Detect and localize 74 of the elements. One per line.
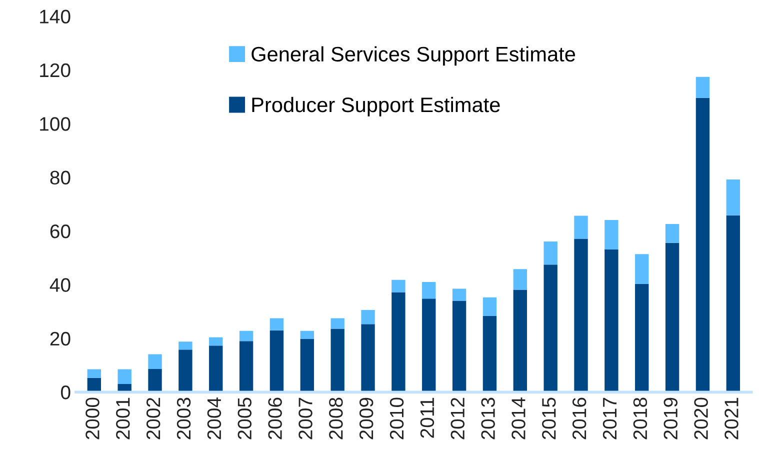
bar (574, 216, 588, 239)
x-tick-label: 2007 (298, 398, 312, 440)
bar (604, 250, 618, 392)
bar (696, 76, 710, 98)
bar (300, 338, 314, 392)
y-tick-label: 0 (60, 386, 70, 400)
bar (392, 292, 406, 392)
x-tick-label: 2017 (602, 398, 617, 440)
x-tick-label: 2005 (238, 398, 252, 440)
x-tick-label: 2018 (633, 398, 648, 440)
y-tick-label: 20 (50, 332, 70, 346)
bar (148, 354, 162, 369)
y-tick-label: 60 (50, 224, 70, 238)
x-tick-label: 2001 (116, 398, 130, 440)
legend-label: General Services Support Estimate (252, 46, 576, 66)
bar (482, 297, 497, 316)
x-tick-label: 2003 (176, 398, 191, 440)
bar (361, 324, 375, 392)
bar (270, 318, 284, 330)
x-tick-label: 2019 (664, 398, 678, 440)
x-tick-label: 2016 (572, 398, 586, 440)
bar (239, 341, 254, 392)
x-tick-label: 2011 (420, 398, 434, 438)
bar (544, 264, 558, 392)
bar (361, 310, 375, 324)
bar (178, 342, 192, 350)
bar (635, 284, 649, 392)
y-tick-label: 100 (40, 117, 70, 131)
legend-label: Producer Support Estimate (252, 96, 500, 116)
bar (209, 337, 223, 346)
bar (635, 254, 649, 284)
bar (239, 330, 254, 342)
x-tick-label: 2020 (694, 398, 708, 440)
x-tick-label: 2014 (512, 398, 526, 440)
x-tick-label: 2010 (390, 398, 404, 440)
bar (544, 241, 558, 265)
bar (482, 316, 497, 392)
bar (178, 350, 192, 392)
bar (330, 318, 344, 329)
x-tick-label: 2012 (450, 398, 465, 440)
bar (300, 330, 314, 339)
y-tick-label: 40 (50, 278, 70, 292)
x-tick-label: 2002 (146, 398, 160, 440)
bar (696, 98, 710, 392)
x-tick-label: 2013 (481, 398, 495, 440)
y-tick-label: 80 (50, 170, 70, 185)
bar (665, 224, 680, 243)
bar (392, 280, 406, 292)
x-tick-label: 2006 (268, 398, 282, 440)
bar (726, 215, 740, 392)
bar (118, 369, 132, 384)
x-tick-label: 2008 (329, 398, 343, 440)
x-tick-label: 2015 (542, 398, 556, 440)
bar (270, 330, 284, 392)
bar (87, 369, 102, 378)
x-tick-label: 2021 (724, 398, 738, 440)
bar (422, 282, 436, 299)
x-tick-label: 2009 (359, 398, 374, 440)
x-tick-label: 2000 (86, 398, 100, 440)
bar (330, 328, 344, 392)
bar (452, 288, 466, 301)
bar (665, 242, 680, 392)
x-tick-label: 2004 (207, 398, 222, 440)
y-tick-label: 140 (40, 10, 70, 24)
bar (513, 290, 527, 392)
bar (452, 300, 466, 392)
bar (726, 179, 740, 216)
bar (513, 269, 527, 290)
bar (148, 368, 162, 392)
bar (604, 220, 618, 250)
y-tick-label: 120 (40, 63, 70, 78)
bar (422, 298, 436, 392)
bar (574, 238, 588, 392)
bar (209, 346, 223, 392)
